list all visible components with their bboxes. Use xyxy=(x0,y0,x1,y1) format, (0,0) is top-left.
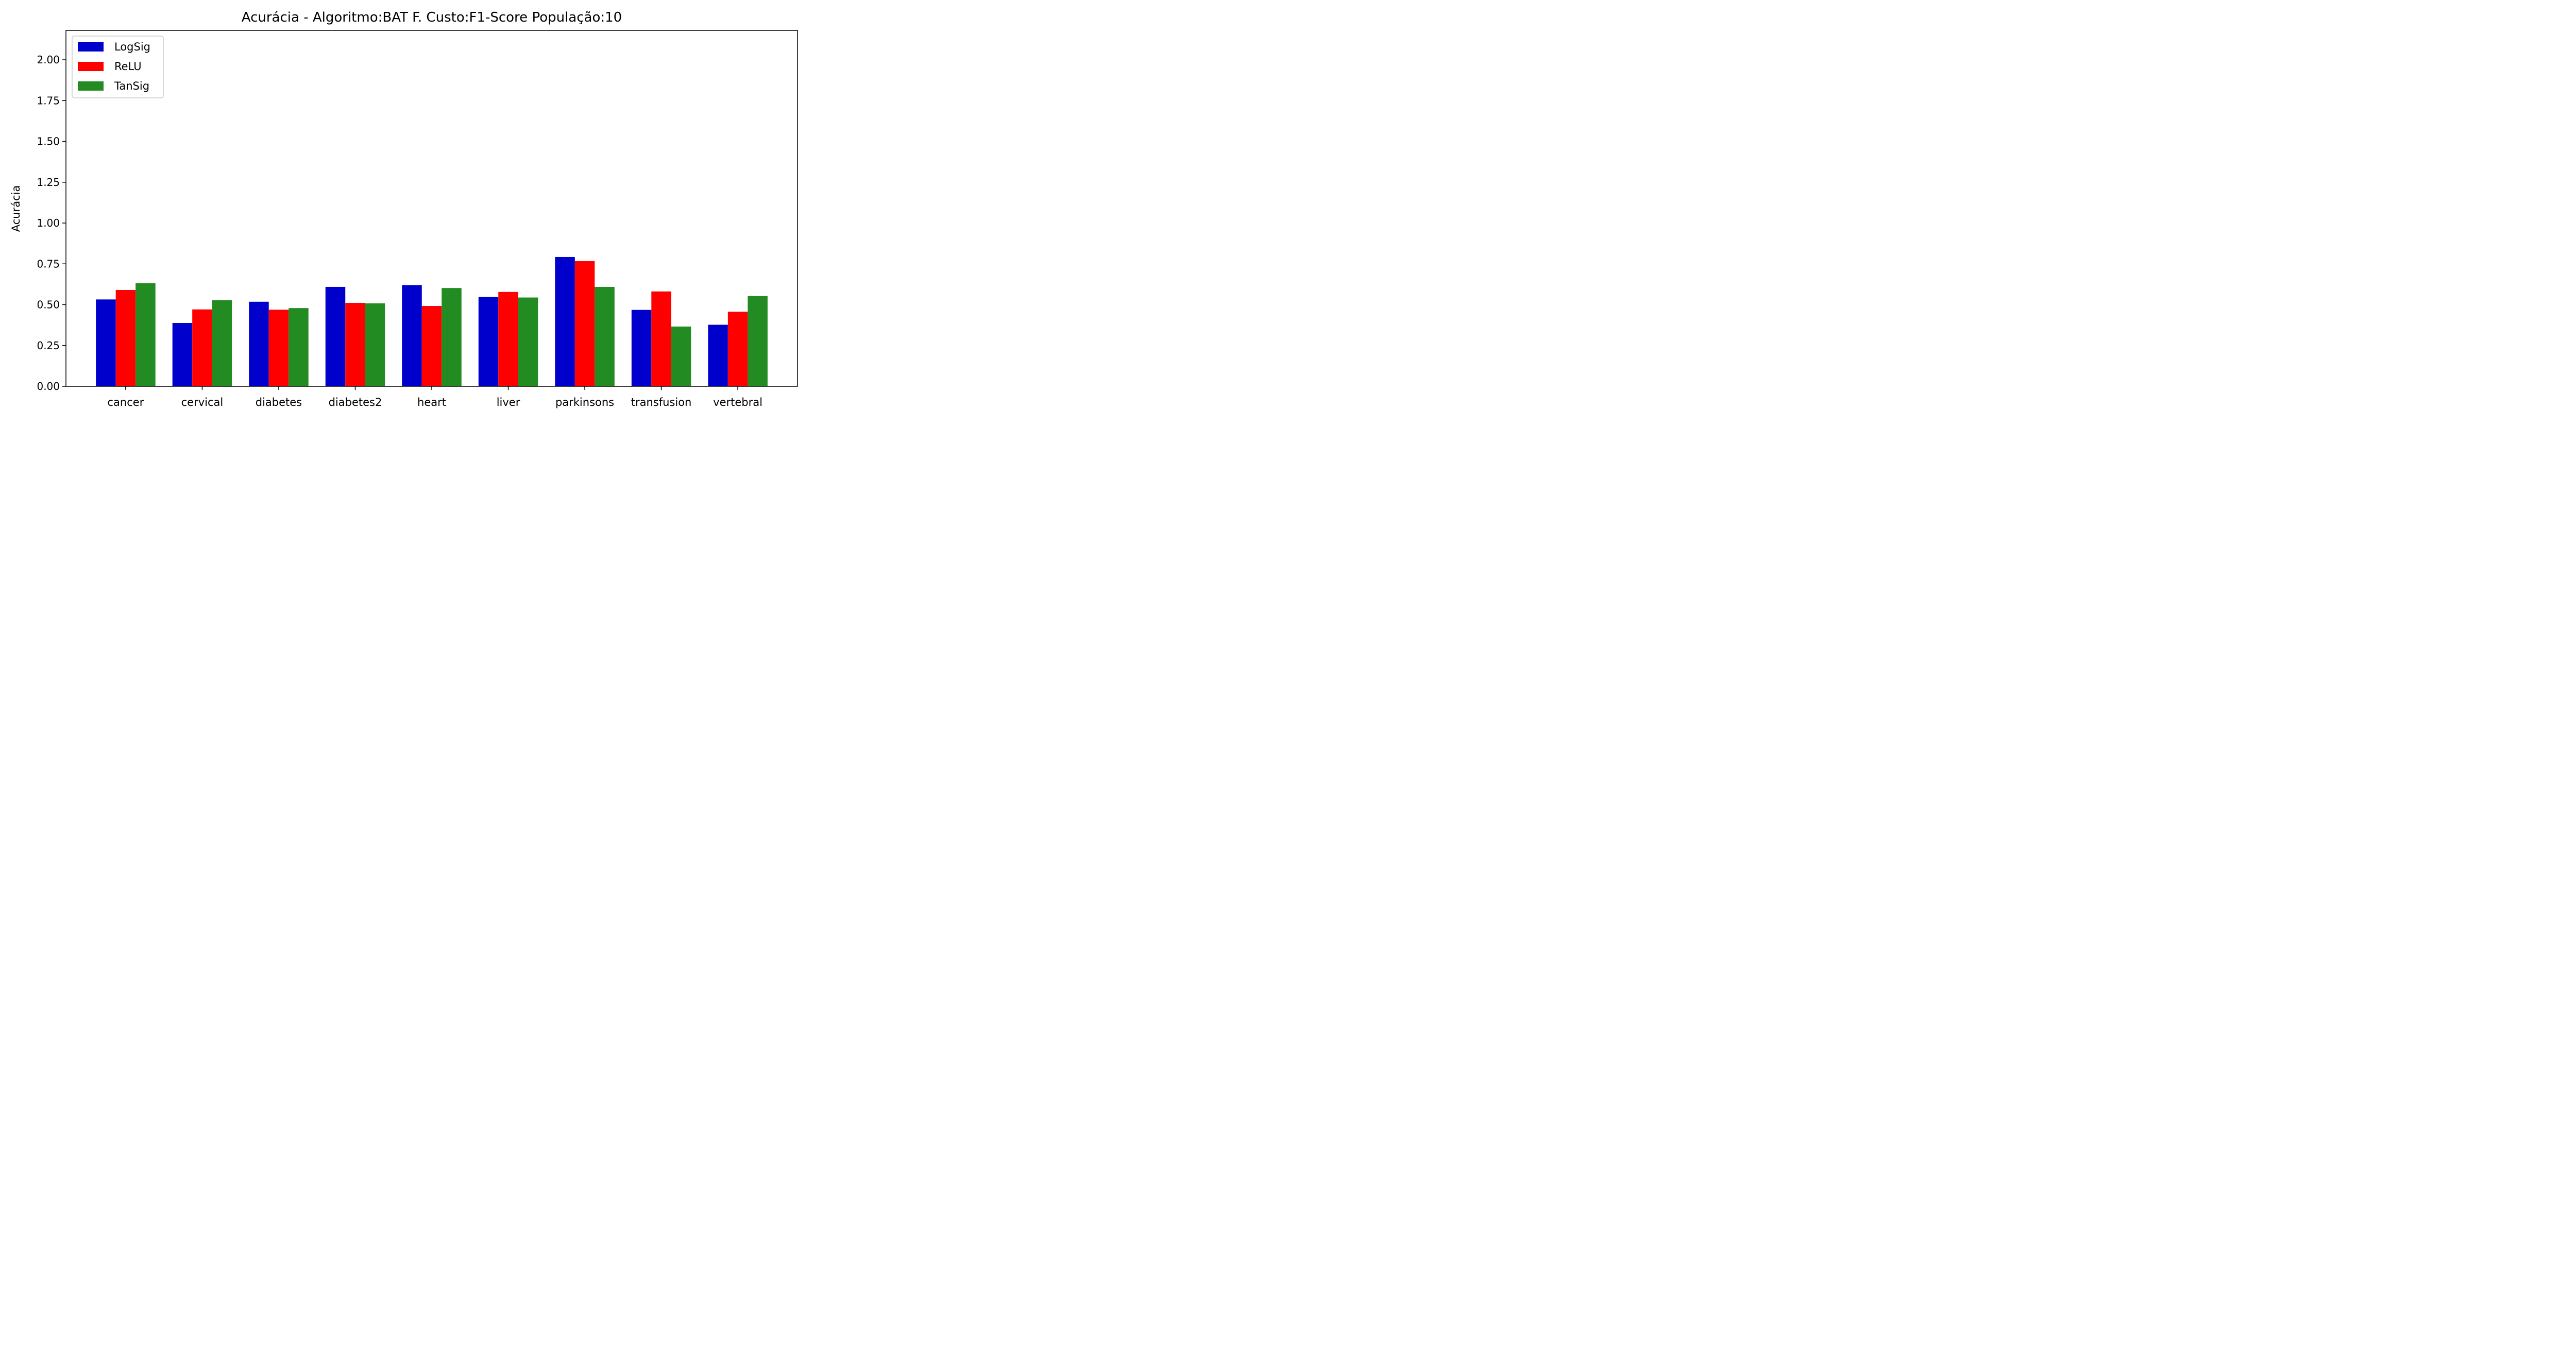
y-axis-label: Acurácia xyxy=(10,185,22,232)
bar-logsig-diabetes xyxy=(249,301,269,386)
bar-logsig-diabetes2 xyxy=(325,286,346,386)
chart-title: Acurácia - Algoritmo:BAT F. Custo:F1-Sco… xyxy=(242,10,622,25)
bar-tansig-cancer xyxy=(135,283,156,386)
bar-relu-liver xyxy=(498,292,518,386)
y-tick-label: 0.75 xyxy=(37,258,60,270)
y-axis-ticks: 0.00 0.25 0.50 0.75 1.00 1.25 1.50 1.75 2.00 xyxy=(37,54,66,392)
x-tick-label-heart: heart xyxy=(417,396,446,408)
legend-label-tansig: TanSig xyxy=(114,80,149,92)
bar-tansig-transfusion xyxy=(671,326,691,386)
x-axis-ticks: cancer cervical diabetes diabetes2 heart live… xyxy=(108,386,762,408)
bar-relu-diabetes xyxy=(268,310,289,386)
legend-label-logsig: LogSig xyxy=(114,41,150,53)
legend-swatch-logsig xyxy=(78,42,104,52)
bar-logsig-cancer xyxy=(96,299,116,386)
bar-relu-parkinsons xyxy=(574,261,595,386)
y-tick-label: 1.50 xyxy=(37,135,60,148)
x-tick-label-diabetes2: diabetes2 xyxy=(329,396,382,408)
bar-logsig-parkinsons xyxy=(555,257,575,386)
bar-relu-diabetes2 xyxy=(345,303,365,386)
bar-relu-cancer xyxy=(115,289,136,386)
x-tick-label-vertebral: vertebral xyxy=(713,396,762,408)
bar-chart: Acurácia - Algoritmo:BAT F. Custo:F1-Sco… xyxy=(10,10,798,408)
legend-swatch-relu xyxy=(78,62,104,71)
bar-logsig-heart xyxy=(402,285,422,386)
x-tick-label-cancer: cancer xyxy=(108,396,144,408)
bar-tansig-cervical xyxy=(212,300,232,386)
bar-tansig-liver xyxy=(518,297,538,386)
x-tick-label-diabetes: diabetes xyxy=(256,396,302,408)
y-tick-label: 0.50 xyxy=(37,299,60,311)
bar-logsig-cervical xyxy=(172,323,193,386)
y-tick-label: 1.00 xyxy=(37,217,60,229)
x-tick-label-liver: liver xyxy=(497,396,520,408)
bar-logsig-vertebral xyxy=(708,324,728,386)
y-tick-label: 2.00 xyxy=(37,54,60,66)
bar-logsig-liver xyxy=(478,297,499,386)
bar-logsig-transfusion xyxy=(631,310,652,386)
bar-tansig-vertebral xyxy=(748,296,768,386)
bar-tansig-diabetes xyxy=(289,308,309,386)
plot-area-frame xyxy=(65,30,798,387)
legend: LogSig ReLU TanSig xyxy=(72,36,164,98)
bar-relu-transfusion xyxy=(651,291,671,386)
x-tick-label-transfusion: transfusion xyxy=(631,396,692,408)
legend-swatch-tansig xyxy=(78,81,104,91)
y-tick-label: 0.00 xyxy=(37,380,60,392)
legend-label-relu: ReLU xyxy=(114,60,142,73)
bar-tansig-diabetes2 xyxy=(365,303,385,386)
bars-layer xyxy=(96,257,768,386)
y-tick-label: 0.25 xyxy=(37,339,60,352)
bar-relu-cervical xyxy=(192,309,212,386)
x-tick-label-cervical: cervical xyxy=(181,396,224,408)
y-tick-label: 1.25 xyxy=(37,176,60,189)
bar-relu-heart xyxy=(421,306,442,386)
bar-tansig-parkinsons xyxy=(595,286,615,386)
x-tick-label-parkinsons: parkinsons xyxy=(555,396,614,408)
y-tick-label: 1.75 xyxy=(37,94,60,107)
bar-relu-vertebral xyxy=(727,312,748,386)
bar-tansig-heart xyxy=(442,288,462,386)
